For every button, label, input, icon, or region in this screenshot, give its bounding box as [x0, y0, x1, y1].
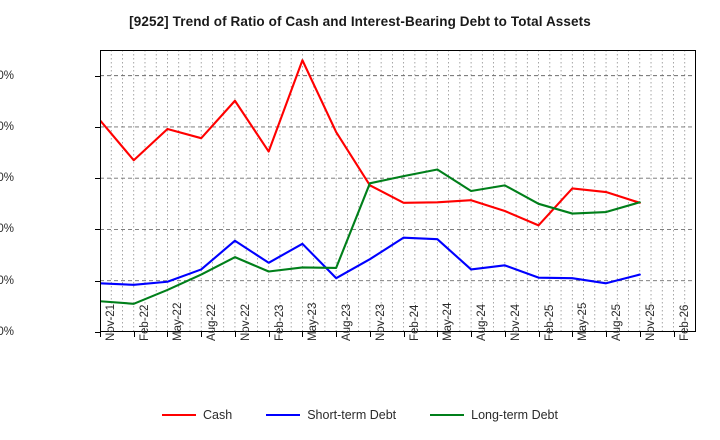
legend-item[interactable]: Cash [162, 408, 232, 422]
x-axis-tick-label: May-25 [577, 302, 590, 341]
x-axis-tick-mark [234, 332, 236, 337]
chart-title: [9252] Trend of Ratio of Cash and Intere… [129, 14, 591, 29]
y-axis-tick-label: 40.0% [0, 120, 14, 133]
x-axis-tick-mark [639, 332, 641, 337]
y-axis-tick-label: 10.0% [0, 274, 14, 287]
x-axis-tick-label: Feb-25 [543, 304, 556, 341]
x-axis-tick-label: May-23 [307, 302, 320, 341]
x-axis-tick-label: Aug-22 [206, 303, 219, 341]
x-axis-tick-mark [673, 332, 675, 337]
x-axis-tick-label: May-24 [442, 302, 455, 341]
plot-frame [100, 50, 696, 332]
y-axis-tick-mark [95, 178, 100, 180]
x-axis-tick-label: Aug-25 [611, 303, 624, 341]
x-axis-tick-mark [369, 332, 371, 337]
x-axis-tick-mark [302, 332, 304, 337]
x-axis-tick-label: May-22 [172, 302, 185, 341]
chart-canvas [100, 50, 696, 332]
x-axis-tick-label: Nov-21 [105, 303, 117, 341]
x-axis-tick-mark [504, 332, 506, 337]
legend-label: Short-term Debt [307, 408, 397, 422]
x-axis-tick-label: Nov-24 [509, 303, 522, 341]
y-axis-tick-label: 30.0% [0, 172, 14, 185]
x-axis-tick-label: Feb-26 [678, 304, 691, 341]
x-axis-tick-mark [471, 332, 473, 337]
x-axis-tick-label: Aug-24 [476, 303, 489, 341]
y-axis-tick-mark [95, 280, 100, 282]
x-axis-tick-label: Nov-22 [239, 303, 252, 341]
x-axis-tick-mark [100, 332, 101, 337]
y-axis-tick-mark [95, 75, 100, 77]
x-axis-tick-label: Feb-22 [138, 304, 151, 341]
x-axis-tick-mark [268, 332, 270, 337]
x-axis-tick-mark [336, 332, 338, 337]
y-axis-tick-label: 0.0% [0, 326, 14, 338]
legend-item[interactable]: Long-term Debt [430, 408, 558, 422]
x-axis-tick-mark [133, 332, 135, 337]
x-axis-tick-mark [606, 332, 608, 337]
x-axis-tick-label: Nov-25 [644, 303, 657, 341]
legend-line-swatch-icon [266, 414, 301, 416]
x-axis-tick-mark [201, 332, 203, 337]
x-axis-tick-mark [538, 332, 540, 337]
x-axis-tick-label: Feb-23 [273, 304, 286, 341]
y-axis-tick-mark [95, 229, 100, 231]
legend-item[interactable]: Short-term Debt [266, 408, 396, 422]
y-axis-tick-mark [95, 126, 100, 128]
x-axis-tick-mark [572, 332, 574, 337]
x-axis-tick-label: Nov-23 [374, 303, 387, 341]
x-axis-tick-label: Aug-23 [341, 303, 354, 341]
series-line-long-term-debt [100, 168, 641, 305]
legend-label: Cash [203, 408, 233, 422]
legend-label: Long-term Debt [471, 408, 558, 422]
x-axis-tick-label: Feb-24 [408, 304, 421, 341]
data-series-group [100, 59, 641, 305]
y-axis-tick-mark [95, 332, 100, 333]
x-axis-tick-mark [403, 332, 405, 337]
gridlines [100, 50, 696, 332]
x-axis-tick-mark [167, 332, 169, 337]
legend-line-swatch-icon [430, 414, 465, 416]
y-axis-tick-label: 20.0% [0, 223, 14, 236]
y-axis-tick-label: 50.0% [0, 69, 14, 82]
chart-legend: Cash Short-term Debt Long-term Debt [0, 408, 720, 422]
series-line-short-term-debt [100, 236, 641, 286]
plot-area [100, 50, 696, 332]
legend-line-swatch-icon [162, 414, 197, 416]
x-axis-tick-mark [437, 332, 439, 337]
